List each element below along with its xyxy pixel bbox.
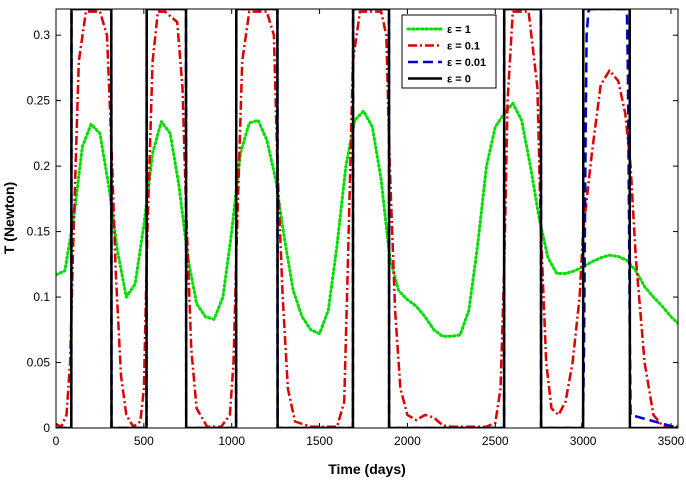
- y-tick-label: 0.25: [27, 94, 51, 108]
- y-tick-label: 0.15: [27, 225, 51, 239]
- x-axis: 0 500 1000 1500 2000 2500 3000 3500: [53, 9, 685, 448]
- legend: ε = 1 ε = 0.1 ε = 0.01 ε = 0: [401, 14, 497, 89]
- y-axis: 0 0.05 0.1 0.15 0.2 0.25 0.3: [27, 28, 678, 435]
- x-tick-label: 3500: [658, 434, 685, 448]
- x-tick-label: 2000: [394, 434, 421, 448]
- legend-label-0: ε = 1: [447, 24, 471, 36]
- x-tick-label: 1000: [218, 434, 245, 448]
- y-axis-title: T (Newton): [1, 182, 17, 254]
- y-tick-label: 0.3: [33, 28, 50, 42]
- y-tick-label: 0.1: [33, 290, 50, 304]
- x-tick-label: 0: [53, 434, 60, 448]
- plot-background: [56, 9, 678, 428]
- legend-label-1: ε = 0.1: [447, 41, 480, 53]
- x-axis-title: Time (days): [328, 461, 406, 477]
- legend-label-3: ε = 0: [447, 74, 471, 86]
- series-layer: [56, 9, 678, 428]
- series-line-0: [56, 101, 678, 338]
- x-tick-label: 1500: [306, 434, 333, 448]
- y-tick-label: 0.05: [27, 356, 51, 370]
- y-tick-label: 0.2: [33, 159, 50, 173]
- y-tick-label: 0: [43, 421, 50, 435]
- x-tick-label: 3000: [570, 434, 597, 448]
- x-tick-label: 2500: [482, 434, 509, 448]
- legend-label-2: ε = 0.01: [447, 57, 486, 69]
- x-tick-label: 500: [134, 434, 154, 448]
- plot-frame: [55, 8, 679, 429]
- legend-box: [401, 14, 497, 89]
